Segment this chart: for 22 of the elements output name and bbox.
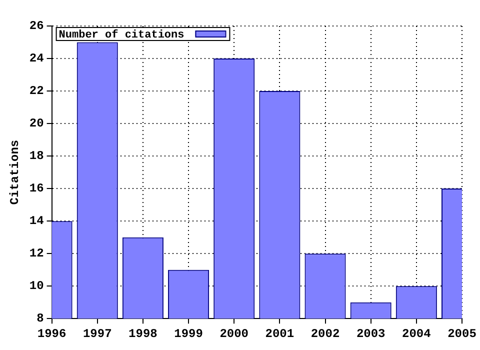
y-tick-label: 22 <box>29 84 44 98</box>
y-tick-label: 14 <box>29 214 44 228</box>
y-tick-label: 26 <box>29 19 44 34</box>
y-tick-label: 18 <box>29 149 44 164</box>
y-tick-label: 24 <box>29 52 44 66</box>
x-tick-label: 2005 <box>448 326 476 341</box>
x-tick-label: 2001 <box>265 326 294 341</box>
legend-label: Number of citations <box>58 28 184 42</box>
x-tick-label: 1996 <box>37 326 66 341</box>
x-tick-label: 1999 <box>174 326 203 341</box>
y-tick-label: 10 <box>29 279 44 294</box>
x-tick-label: 2004 <box>402 326 431 341</box>
x-tick-label: 1997 <box>82 326 112 341</box>
y-axis-title: Citations <box>8 140 22 205</box>
x-tick-label: 1998 <box>128 326 158 341</box>
y-tick-label: 16 <box>29 182 44 196</box>
y-tick-label: 12 <box>29 246 44 261</box>
x-tick-label: 2003 <box>356 326 386 341</box>
y-tick-label: 8 <box>36 312 44 326</box>
y-tick-label: 20 <box>29 116 44 131</box>
x-tick-label: 2002 <box>310 326 340 341</box>
x-tick-label: 2000 <box>220 326 249 341</box>
